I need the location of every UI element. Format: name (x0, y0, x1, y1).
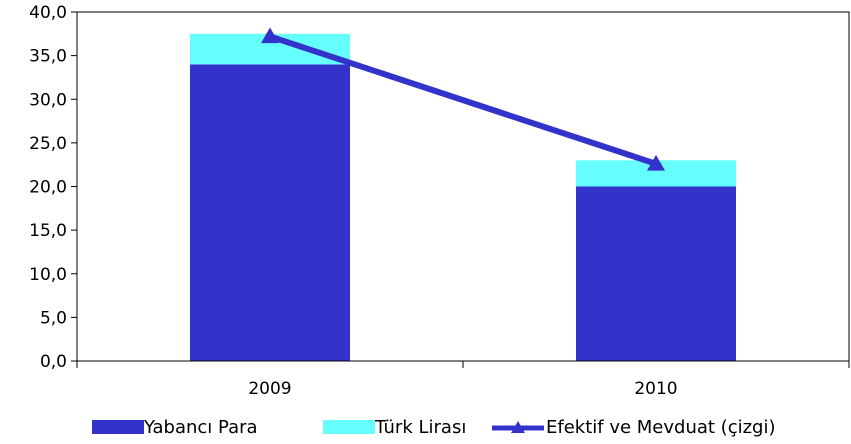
line-point-2009 (261, 27, 279, 44)
legend-item-yabanci-para: Yabancı Para (92, 412, 258, 442)
legend-swatch-yabanci-para (92, 420, 144, 434)
legend-swatch-efektif-mevduat (492, 421, 544, 433)
legend-item-efektif-mevduat: Efektif ve Mevduat (çizgi) (490, 412, 776, 442)
line-series (261, 27, 665, 171)
x-tick-label-2009: 2009 (248, 379, 291, 399)
bar-yabanci-para-2010 (576, 186, 736, 361)
legend-label-efektif-mevduat: Efektif ve Mevduat (çizgi) (546, 416, 776, 438)
legend-label-turk-lirasi: Türk Lirası (375, 416, 467, 438)
y-tick-label: 0,0 (40, 352, 67, 372)
y-tick-label: 30,0 (29, 90, 67, 110)
y-tick-label: 20,0 (29, 178, 67, 198)
line-efektif-mevduat (267, 33, 659, 167)
legend-swatch-turk-lirasi (323, 420, 375, 434)
x-tick-label-2010: 2010 (634, 379, 677, 399)
legend-label-yabanci-para: Yabancı Para (144, 416, 258, 438)
legend: Yabancı Para Türk Lirası Efektif ve Mevd… (0, 412, 851, 442)
y-tick-label: 15,0 (29, 221, 67, 241)
y-tick-label: 35,0 (29, 47, 67, 67)
y-tick-label: 5,0 (40, 308, 67, 328)
y-tick-label: 25,0 (29, 134, 67, 154)
y-axis-ticks: 0,0 5,0 10,0 15,0 20,0 25,0 30,0 35,0 40,0 (29, 3, 77, 372)
line-point-2010 (647, 154, 665, 171)
legend-item-turk-lirasi: Türk Lirası (323, 412, 466, 442)
y-tick-label: 40,0 (29, 3, 67, 23)
bar-yabanci-para-2009 (190, 64, 350, 361)
y-tick-label: 10,0 (29, 265, 67, 285)
x-axis-ticks: 2009 2010 (76, 361, 850, 399)
bar-marks (190, 33, 736, 361)
